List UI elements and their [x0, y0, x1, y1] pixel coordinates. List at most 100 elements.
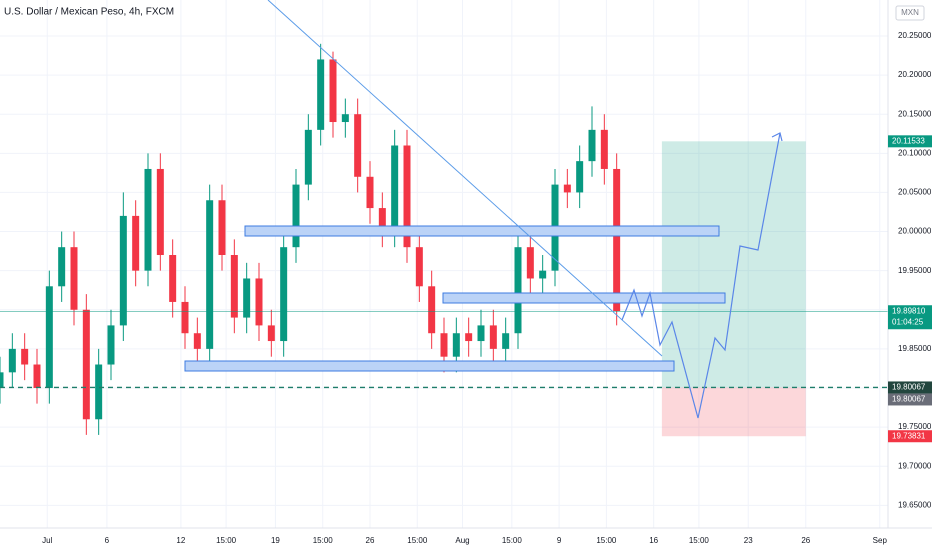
candle — [292, 168, 300, 263]
candle — [33, 348, 41, 404]
candle-body — [70, 247, 78, 310]
currency-box[interactable] — [895, 5, 925, 21]
candle — [563, 168, 571, 209]
candle — [58, 231, 66, 302]
candle — [477, 309, 485, 357]
candle-body — [33, 364, 41, 388]
candle-body — [329, 59, 337, 123]
horizontal-line-label: 19.80067 — [892, 383, 926, 392]
y-tick-label: 20.15000 — [898, 109, 932, 118]
candle-body — [21, 348, 29, 365]
candle — [230, 239, 238, 334]
entry-label: 19.80067 — [892, 395, 926, 404]
candle-body — [403, 145, 411, 248]
zone — [244, 225, 720, 237]
candle-body — [193, 333, 201, 349]
candle — [465, 317, 473, 357]
x-tick-label: 19 — [271, 536, 280, 545]
candle — [378, 192, 386, 248]
candle-body — [502, 333, 510, 349]
x-tick-label: 26 — [366, 536, 375, 545]
candle-body — [119, 215, 127, 326]
plot — [0, 0, 888, 528]
candle-body — [354, 114, 362, 177]
candle-body — [206, 200, 214, 349]
loss-zone — [661, 387, 806, 437]
candle — [107, 309, 115, 381]
target-label: 20.11533 — [892, 136, 925, 145]
candle — [539, 255, 547, 295]
candle-body — [243, 278, 251, 318]
x-tick-label: 15:00 — [216, 536, 237, 545]
projection — [621, 132, 781, 419]
y-tick-label: 19.95000 — [898, 266, 932, 275]
candle-body — [452, 333, 460, 357]
candle-body — [588, 129, 596, 162]
candle-body — [477, 325, 485, 342]
candle — [280, 231, 288, 357]
projection-arrow — [771, 132, 783, 142]
candle — [489, 309, 497, 365]
candle — [341, 98, 349, 138]
candle — [267, 309, 275, 357]
x-tick-label: 15:00 — [502, 536, 523, 545]
candle — [243, 262, 251, 334]
candle — [354, 98, 362, 193]
candle-body — [230, 255, 238, 318]
trend-line — [267, 0, 663, 357]
candle-body — [95, 364, 103, 420]
candle — [95, 348, 103, 435]
y-tick-label: 19.65000 — [898, 500, 932, 509]
y-tick-label: 20.10000 — [898, 148, 932, 157]
zone — [184, 360, 675, 372]
candle-body — [144, 168, 152, 271]
candle-body — [563, 184, 571, 193]
candle — [45, 270, 53, 404]
y-tick-label: 20.05000 — [898, 188, 932, 197]
x-tick-label: 23 — [744, 536, 753, 545]
x-tick-label: 26 — [801, 536, 810, 545]
candle — [181, 286, 189, 349]
candle — [600, 114, 608, 185]
candle-body — [440, 333, 448, 357]
countdown: 01:04:25 — [892, 317, 924, 326]
x-tick-label: Jul — [42, 536, 52, 545]
candle — [403, 129, 411, 263]
candle-body — [267, 325, 275, 342]
x-tick-label: Sep — [873, 536, 888, 545]
candle — [526, 231, 534, 295]
profit-zone — [661, 141, 806, 388]
candle — [329, 51, 337, 138]
candle-body — [600, 129, 608, 169]
candle — [206, 184, 214, 365]
y-tick-label: 20.00000 — [898, 227, 932, 236]
candle-body — [169, 255, 177, 302]
candle — [70, 231, 78, 326]
x-tick-label: Aug — [455, 536, 469, 545]
candle — [0, 356, 4, 404]
candle-body — [539, 270, 547, 279]
candle — [366, 161, 374, 224]
currency[interactable]: MXN — [901, 8, 919, 17]
candle — [156, 153, 164, 271]
candle-body — [415, 247, 423, 287]
candle — [514, 231, 522, 349]
candle — [82, 294, 90, 435]
candle — [144, 153, 152, 287]
candle-body — [391, 145, 399, 232]
last-price-label-bg — [888, 305, 932, 330]
chart-title: U.S. Dollar / Mexican Peso, 4h, FXCM — [4, 7, 174, 18]
y-tick-label: 20.25000 — [898, 31, 932, 40]
candle-body — [576, 161, 584, 193]
candle — [193, 317, 201, 365]
candle — [119, 192, 127, 342]
candle-body — [489, 325, 497, 349]
zone — [442, 292, 726, 304]
y-tick-label: 20.20000 — [898, 70, 932, 79]
candle-body — [514, 247, 522, 334]
last-price-label: 19.89810 — [892, 306, 926, 315]
x-tick-label: 15:00 — [596, 536, 617, 545]
x-tick-label: 15:00 — [313, 536, 334, 545]
